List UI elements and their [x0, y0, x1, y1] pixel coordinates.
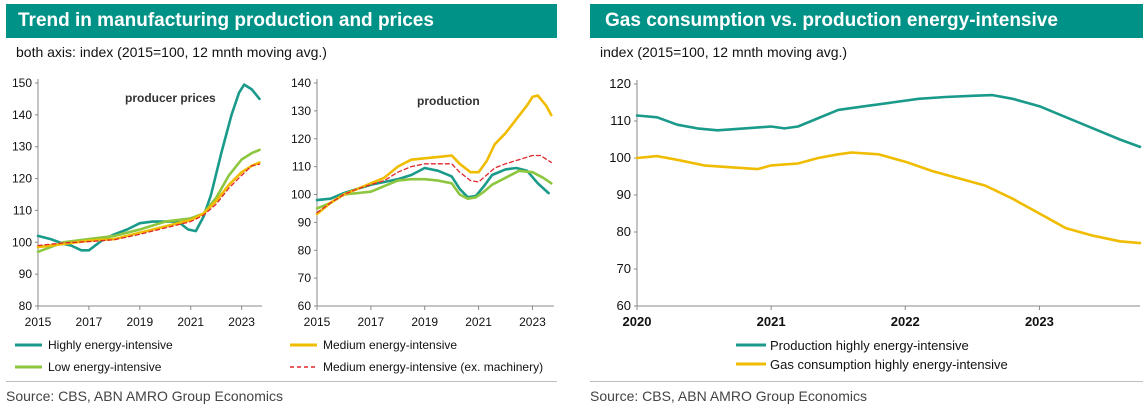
x-tick-label: 2022 — [891, 314, 920, 329]
y-tick-label: 70 — [617, 261, 631, 276]
y-tick-label: 80 — [617, 224, 631, 239]
x-tick-label: 2019 — [126, 315, 153, 329]
series-line — [635, 93, 1142, 149]
left-panel-subtitle: both axis: index (2015=100, 12 mnth movi… — [16, 44, 327, 60]
series-line — [36, 161, 261, 249]
x-tick-label: 2015 — [25, 315, 52, 329]
left-panel-title: Trend in manufacturing production and pr… — [6, 4, 557, 38]
y-tick-label: 80 — [19, 299, 33, 313]
series-line — [316, 154, 552, 214]
series-line — [315, 169, 553, 210]
x-tick-label: 2019 — [411, 315, 438, 329]
y-tick-label: 100 — [291, 188, 311, 202]
right-panel-title: Gas consumption vs. production energy-in… — [590, 4, 1143, 38]
left-divider — [6, 381, 557, 382]
legend-label: Low energy-intensive — [48, 360, 162, 374]
x-tick-label: 2021 — [757, 314, 786, 329]
legend-label: Medium energy-intensive — [323, 338, 457, 352]
y-tick-label: 100 — [12, 235, 32, 249]
y-tick-label: 90 — [617, 187, 631, 202]
y-tick-label: 110 — [13, 203, 32, 217]
left-source-note: Source: CBS, ABN AMRO Group Economics — [6, 388, 283, 404]
y-tick-label: 140 — [12, 108, 32, 122]
y-tick-label: 110 — [292, 160, 311, 174]
chart-2: 60 70 80 90 100 110 120 130 140 2015 2017 2019 2021 2… — [291, 76, 554, 329]
y-tick-label: 130 — [12, 140, 32, 154]
y-tick-label: 100 — [609, 150, 631, 165]
y-tick-label: 120 — [12, 172, 32, 186]
y-tick-label: 90 — [298, 215, 312, 229]
series-line — [635, 151, 1142, 245]
x-tick-label: 2023 — [519, 315, 546, 329]
series-line — [36, 148, 261, 254]
legend-label: Highly energy-intensive — [48, 338, 173, 352]
y-tick-label: 140 — [291, 76, 311, 90]
y-tick-label: 120 — [291, 132, 311, 146]
x-tick-label: 2017 — [76, 315, 103, 329]
right-divider — [590, 381, 1143, 382]
y-tick-label: 70 — [298, 271, 312, 285]
y-tick-label: 120 — [609, 76, 631, 91]
y-tick-label: 80 — [298, 243, 312, 257]
x-tick-label: 2023 — [228, 315, 255, 329]
series-line — [37, 163, 261, 247]
y-tick-label: 60 — [298, 299, 312, 313]
x-tick-label: 2017 — [358, 315, 385, 329]
legend-label: Production highly energy-intensive — [770, 338, 969, 353]
chart-title: production — [417, 94, 480, 108]
legend-label: Gas consumption highly energy-intensive — [770, 357, 1008, 372]
y-tick-label: 90 — [19, 267, 33, 281]
right-panel-subtitle: index (2015=100, 12 mnth moving avg.) — [600, 44, 848, 60]
x-tick-label: 2015 — [304, 315, 331, 329]
y-tick-label: 110 — [610, 113, 631, 128]
series-line — [315, 94, 553, 216]
x-tick-label: 2021 — [177, 315, 204, 329]
chart-title: producer prices — [125, 91, 216, 105]
x-tick-label: 2020 — [623, 314, 652, 329]
y-tick-label: 60 — [617, 298, 631, 313]
legend-label: Medium energy-intensive (ex. machinery) — [323, 360, 543, 374]
chart-3: 60 70 80 90 100 110 120 2020 2021 2022 2023 — [609, 76, 1142, 329]
y-tick-label: 130 — [291, 104, 311, 118]
right-source-note: Source: CBS, ABN AMRO Group Economics — [590, 388, 867, 404]
y-tick-label: 150 — [12, 76, 32, 90]
x-tick-label: 2023 — [1025, 314, 1054, 329]
chart-1: 80 90 100 110 120 130 140 150 2015 2017 2019 2021 20… — [12, 76, 262, 329]
x-tick-label: 2021 — [465, 315, 492, 329]
